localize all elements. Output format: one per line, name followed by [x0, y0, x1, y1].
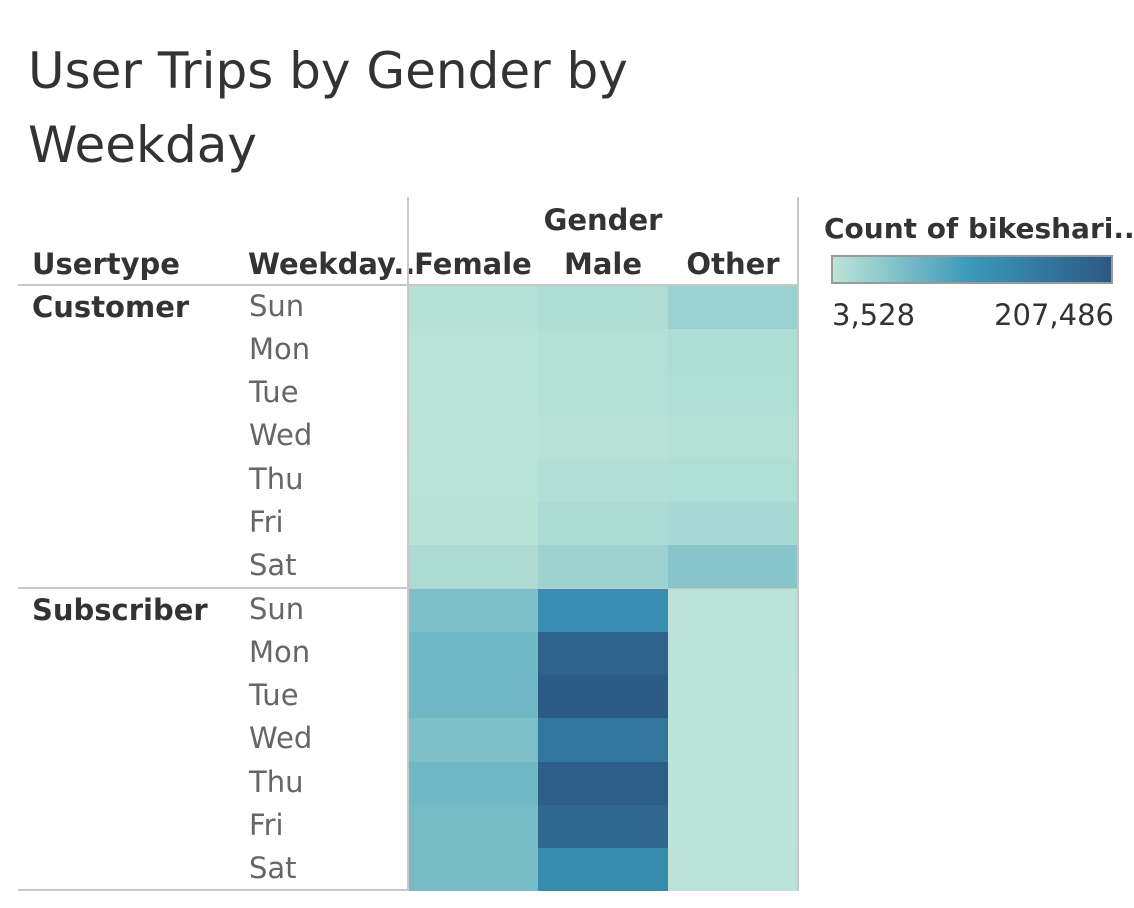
heatmap-cell-customer-mon-other[interactable] [668, 329, 797, 373]
heatmap-cell-subscriber-thu-other[interactable] [668, 761, 797, 806]
day-label-customer-tue: Tue [249, 375, 299, 410]
day-label-customer-sun: Sun [249, 289, 305, 323]
divider-bottom [18, 889, 799, 891]
heatmap-cell-subscriber-tue-other[interactable] [668, 675, 797, 719]
divider-group [18, 587, 799, 589]
heatmap-cell-customer-tue-female[interactable] [409, 372, 538, 416]
gender-header: Gender [543, 203, 663, 237]
day-label-customer-sat: Sat [249, 547, 297, 582]
heatmap-cell-customer-fri-other[interactable] [668, 501, 797, 546]
day-label-customer-fri: Fri [249, 504, 284, 539]
day-label-subscriber-mon: Mon [249, 635, 311, 670]
heatmap-cell-subscriber-sun-male[interactable] [538, 589, 668, 633]
divider-header [18, 284, 799, 286]
heatmap-cell-subscriber-mon-male[interactable] [538, 632, 668, 676]
day-label-customer-thu: Thu [249, 461, 304, 496]
legend-color-ramp [831, 255, 1113, 284]
heatmap-cell-subscriber-sat-male[interactable] [538, 847, 668, 892]
day-label-subscriber-wed: Wed [249, 721, 313, 756]
heatmap-cell-customer-tue-other[interactable] [668, 372, 797, 416]
day-label-subscriber-thu: Thu [249, 764, 304, 799]
legend-title: Count of bikeshari.. [824, 212, 1134, 245]
usertype-header: Usertype [32, 247, 180, 281]
column-header-female: Female [414, 247, 532, 281]
heatmap-cell-customer-thu-other[interactable] [668, 458, 797, 503]
heatmap-cell-customer-fri-male[interactable] [538, 501, 668, 546]
day-label-subscriber-sun: Sun [249, 592, 305, 626]
heatmap-cell-customer-thu-female[interactable] [409, 458, 538, 503]
heatmap-cell-customer-sun-other[interactable] [668, 286, 797, 330]
heatmap-cell-customer-sat-other[interactable] [668, 544, 797, 589]
chart-title: User Trips by Gender by Weekday [28, 42, 628, 174]
heatmap-cell-subscriber-fri-other[interactable] [668, 804, 797, 849]
heatmap-cell-customer-sun-male[interactable] [538, 286, 668, 330]
group-label-subscriber: Subscriber [32, 593, 208, 627]
heatmap-cell-customer-mon-male[interactable] [538, 329, 668, 373]
heatmap-cell-subscriber-sun-other[interactable] [668, 589, 797, 633]
column-header-male: Male [563, 247, 643, 281]
day-label-customer-mon: Mon [249, 332, 311, 367]
heatmap-cell-subscriber-wed-female[interactable] [409, 718, 538, 762]
weekday-header: Weekday.. [248, 247, 416, 281]
divider-right [797, 197, 799, 891]
heatmap-cell-subscriber-thu-female[interactable] [409, 761, 538, 806]
heatmap-cell-subscriber-sun-female[interactable] [409, 589, 538, 633]
heatmap-cell-customer-sat-female[interactable] [409, 544, 538, 589]
heatmap-cell-customer-sun-female[interactable] [409, 286, 538, 330]
day-label-subscriber-fri: Fri [249, 807, 284, 842]
heatmap-cell-subscriber-sat-other[interactable] [668, 847, 797, 892]
heatmap-cell-subscriber-fri-male[interactable] [538, 804, 668, 849]
heatmap-cell-subscriber-tue-male[interactable] [538, 675, 668, 719]
column-header-other: Other [686, 247, 780, 281]
heatmap-cell-subscriber-sat-female[interactable] [409, 847, 538, 892]
heatmap-cell-subscriber-thu-male[interactable] [538, 761, 668, 806]
heatmap-cell-customer-wed-other[interactable] [668, 415, 797, 459]
heatmap-cell-customer-fri-female[interactable] [409, 501, 538, 546]
heatmap-cell-subscriber-tue-female[interactable] [409, 675, 538, 719]
heatmap-cell-customer-wed-male[interactable] [538, 415, 668, 459]
heatmap-cell-customer-sat-male[interactable] [538, 544, 668, 589]
day-label-subscriber-sat: Sat [249, 850, 297, 885]
heatmap-cell-customer-wed-female[interactable] [409, 415, 538, 459]
heatmap-cell-subscriber-mon-other[interactable] [668, 632, 797, 676]
heatmap-cell-customer-thu-male[interactable] [538, 458, 668, 503]
heatmap-cell-subscriber-wed-male[interactable] [538, 718, 668, 762]
group-label-customer: Customer [32, 290, 190, 324]
legend-max-label: 207,486 [994, 298, 1114, 332]
divider-left [407, 197, 409, 891]
day-label-customer-wed: Wed [249, 418, 313, 453]
heatmap-cell-subscriber-fri-female[interactable] [409, 804, 538, 849]
heatmap-cell-customer-mon-female[interactable] [409, 329, 538, 373]
legend-min-label: 3,528 [832, 298, 916, 332]
heatmap-cell-subscriber-mon-female[interactable] [409, 632, 538, 676]
heatmap-cell-subscriber-wed-other[interactable] [668, 718, 797, 762]
heatmap-cell-customer-tue-male[interactable] [538, 372, 668, 416]
day-label-subscriber-tue: Tue [249, 678, 299, 713]
